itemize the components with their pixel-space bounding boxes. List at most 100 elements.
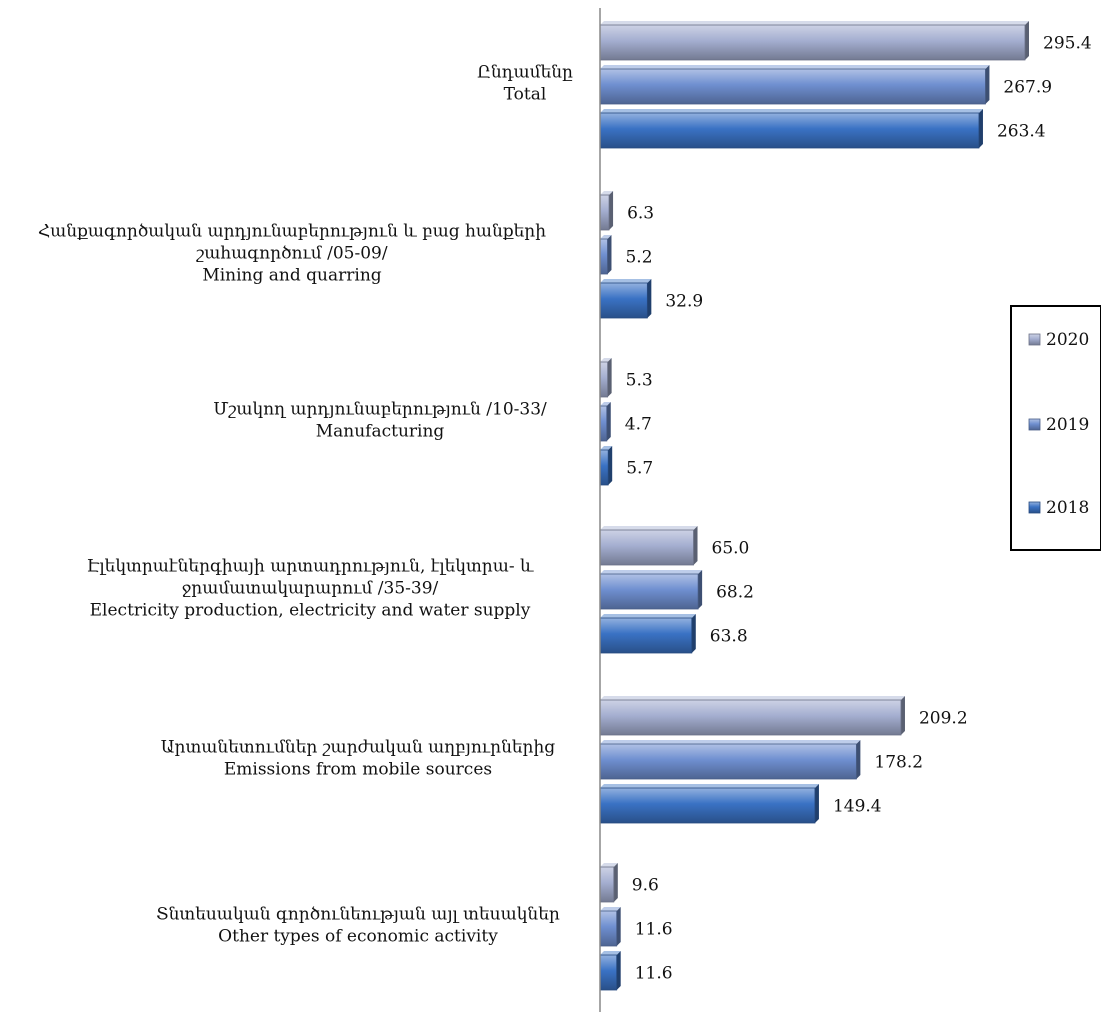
bar-2018-5 [599,951,621,991]
value-label: 32.9 [665,292,703,312]
value-label: 149.4 [833,797,882,817]
bar-front-face [599,617,693,654]
value-label: 5.3 [626,371,653,391]
bar-end-face [978,109,983,148]
bar-front-face [599,112,980,149]
legend-swatch [1028,333,1041,346]
value-label: 263.4 [997,122,1046,142]
bar-2020-0 [599,21,1029,61]
bar-end-face [607,358,612,397]
bar-end-face [607,235,612,274]
legend: 2020 2019 2018 [1010,305,1101,551]
category-label: Ընդամենը Total [477,63,573,105]
category-label: Մշակող արդյունաբերություն /10-33/Manufac… [213,400,547,442]
bar-top-face [600,740,861,744]
bar-top-face [600,570,703,574]
value-label: 11.6 [635,920,673,940]
category-label: Հանքագործական արդյունաբերություն և բաց հ… [38,222,546,286]
category-label: Էլեկտրաէներգիայի արտադրություն, էլեկտրա-… [87,557,534,621]
bar-2020-1 [599,191,614,231]
bar-top-face [600,784,819,788]
bar-2020-3 [599,526,698,566]
value-label: 5.2 [625,248,652,268]
bar-2019-2 [599,402,611,442]
legend-item-2018: 2018 [1028,498,1089,518]
bar-2018-3 [599,614,696,654]
bar-2018-4 [599,784,819,824]
legend-item-2019: 2019 [1028,415,1089,435]
bar-front-face [599,573,699,610]
legend-box [1010,305,1101,551]
bar-end-face [647,279,652,318]
category-label: Արտանետումներ շարժական աղբյուրներից Emiss… [161,738,556,780]
bar-end-face [691,614,696,653]
value-label: 68.2 [716,583,754,603]
bar-top-face [600,402,611,406]
bar-top-face [600,191,614,195]
bar-front-face [599,282,648,319]
bar-top-face [600,614,696,618]
bar-end-face [613,863,618,902]
legend-item-2020: 2020 [1028,330,1089,350]
value-label: 63.8 [710,627,748,647]
bar-2018-0 [599,109,983,149]
bar-end-face [693,526,698,565]
bar-front-face [599,954,618,991]
value-label: 11.6 [635,964,673,984]
bar-front-face [599,529,694,566]
bar-2018-2 [599,446,613,486]
bar-2019-4 [599,740,861,780]
bar-2020-5 [599,863,618,903]
bar-end-face [814,784,819,823]
bar-2018-1 [599,279,652,319]
bar-front-face [599,194,610,231]
bar-2020-4 [599,696,905,736]
value-label: 4.7 [625,415,652,435]
bar-end-face [985,65,990,104]
bar-top-face [600,279,652,283]
bar-top-face [600,65,990,69]
value-label: 295.4 [1043,34,1092,54]
bar-top-face [600,21,1029,25]
legend-swatch [1028,501,1041,514]
legend-label: 2019 [1046,415,1089,435]
bar-top-face [600,109,983,113]
value-label: 209.2 [919,709,968,729]
legend-swatch [1028,418,1041,431]
bar-top-face [600,358,612,362]
value-label: 6.3 [627,204,654,224]
bar-end-face [616,907,621,946]
bar-end-face [609,191,614,230]
bar-front-face [599,787,816,824]
bar-end-face [616,951,621,990]
bar-top-face [600,696,905,700]
bar-top-face [600,863,618,867]
bar-end-face [608,446,613,485]
category-label: Տնտեսական գործունեության այլ տեսակներ Oth… [156,905,560,947]
legend-label: 2020 [1046,330,1089,350]
bar-front-face [599,24,1026,61]
value-label: 5.7 [626,459,653,479]
bar-2019-3 [599,570,703,610]
bar-front-face [599,238,608,275]
value-labels: 295.4 267.9 263.4 6.3 5.2 32.9 5.3 4.7 5.7 65.0 68… [625,34,1092,984]
value-label: 9.6 [632,876,659,896]
legend-label: 2018 [1046,498,1089,518]
bar-end-face [1025,21,1029,60]
bar-front-face [599,68,986,105]
bar-2019-5 [599,907,621,947]
bar-top-face [600,235,612,239]
bar-top-face [600,907,621,911]
bar-top-face [600,951,621,955]
bar-2019-0 [599,65,990,105]
bar-front-face [599,743,857,780]
value-label: 267.9 [1003,78,1052,98]
bar-front-face [599,910,618,947]
bar-front-face [599,866,615,903]
bar-front-face [599,361,609,398]
bar-top-face [600,526,698,530]
bar-front-face [599,449,609,486]
bar-end-face [856,740,861,779]
bars-layer [599,21,1029,991]
